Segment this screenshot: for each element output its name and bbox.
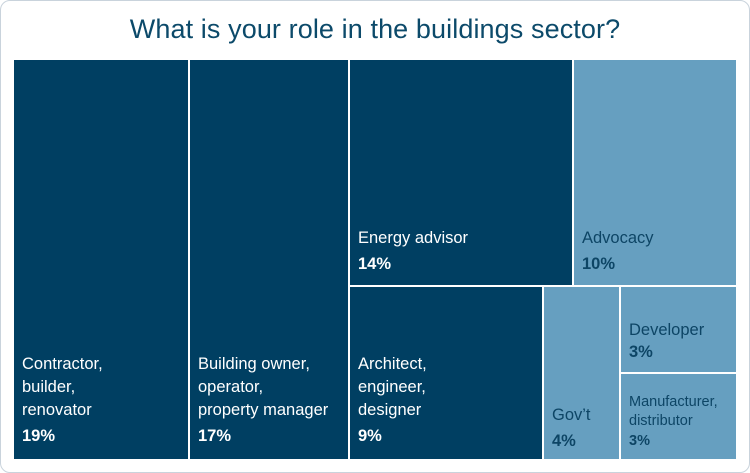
treemap-rect-architect	[348, 285, 544, 461]
chart-title: What is your role in the buildings secto…	[129, 14, 621, 44]
treemap-label-owner: Building owner, operator, property manager	[198, 355, 329, 419]
treemap-value-energy-advisor: 14%	[358, 255, 391, 273]
treemap-cell-developer: Developer 3%	[619, 285, 738, 374]
treemap-value-owner: 17%	[198, 427, 231, 445]
treemap-rect-contractor	[12, 58, 190, 461]
treemap-value-developer: 3%	[629, 343, 653, 361]
treemap-value-architect: 9%	[358, 427, 382, 445]
treemap-cell-contractor: Contractor, builder, renovator 19%	[12, 58, 190, 461]
treemap-cell-energy-advisor: Energy advisor 14%	[348, 58, 574, 287]
treemap-cell-manufacturer: Manufacturer, distributor 3%	[619, 372, 738, 461]
treemap-rect-owner	[188, 58, 350, 461]
treemap-value-manufacturer: 3%	[629, 433, 650, 449]
treemap-value-advocacy: 10%	[582, 255, 615, 273]
treemap-rect-govt	[542, 285, 621, 461]
treemap-label-architect: Architect, engineer, designer	[358, 355, 427, 419]
treemap-label-contractor: Contractor, builder, renovator	[22, 355, 103, 419]
treemap-cell-owner: Building owner, operator, property manager…	[188, 58, 350, 461]
treemap-rect-manufacturer	[619, 372, 738, 461]
treemap-label-govt: Gov’t	[552, 406, 591, 424]
treemap-label-energy-advisor: Energy advisor	[358, 229, 469, 247]
treemap-rect-advocacy	[572, 58, 738, 287]
treemap-rect-energy-advisor	[348, 58, 574, 287]
treemap-value-contractor: 19%	[22, 427, 55, 445]
treemap-cell-advocacy: Advocacy 10%	[572, 58, 738, 287]
treemap-cell-govt: Gov’t 4%	[542, 285, 621, 461]
treemap-cell-architect: Architect, engineer, designer 9%	[348, 285, 544, 461]
treemap-label-advocacy: Advocacy	[582, 229, 654, 247]
treemap-value-govt: 4%	[552, 432, 576, 450]
treemap-label-developer: Developer	[629, 321, 705, 339]
treemap-label-manufacturer: Manufacturer, distributor	[629, 394, 718, 429]
